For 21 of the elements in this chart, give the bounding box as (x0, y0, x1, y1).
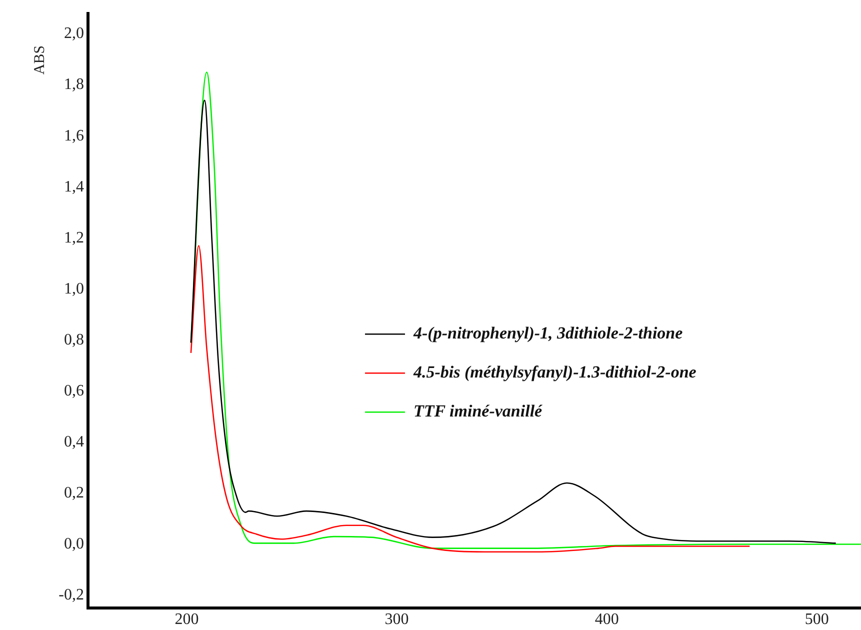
y-tick-label: -0,2 (58, 586, 84, 604)
legend-label: 4.5-bis (méthylsyfanyl)-1.3-dithiol-2-one (412, 362, 697, 382)
x-tick-label: 300 (384, 610, 409, 628)
line-series (190, 245, 750, 553)
y-tick-label: 1,8 (64, 76, 84, 94)
y-tick-label: 1,6 (64, 127, 84, 144)
y-tick-label: 0,0 (64, 535, 84, 552)
y-tick-label: 2,0 (64, 25, 84, 42)
x-tick-label: 200 (174, 610, 199, 628)
y-tick-label: 1,2 (64, 229, 84, 246)
y-axis-title: ABS (32, 45, 48, 75)
y-tick-label: 0,6 (64, 382, 84, 400)
legend-label: TTF iminé-vanillé (414, 401, 544, 420)
x-tick-label: 500 (804, 610, 829, 628)
y-tick-label: 0,8 (64, 331, 84, 348)
legend-label: 4-(p-nitrophenyl)-1, 3dithiole-2-thione (412, 323, 684, 342)
x-tick-label: 400 (594, 610, 619, 628)
y-tick-label: 1,4 (64, 178, 84, 196)
y-tick-label: 0,2 (64, 484, 84, 502)
y-tick-label: 1,0 (64, 280, 84, 298)
y-tick-label: 0,4 (64, 433, 84, 450)
